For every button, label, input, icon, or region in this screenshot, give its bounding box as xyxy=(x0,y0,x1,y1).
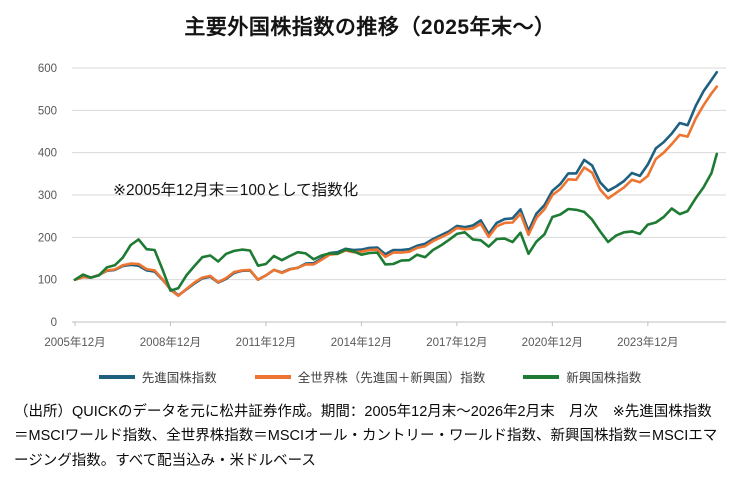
gridlines xyxy=(72,67,726,323)
y-tick-label: 0 xyxy=(51,317,57,329)
y-tick-label: 400 xyxy=(38,148,57,160)
legend-swatch xyxy=(98,374,135,379)
y-tick-label: 500 xyxy=(38,105,57,117)
legend-item: 全世界株（先進国＋新興国）指数 xyxy=(254,367,486,386)
y-tick-label: 100 xyxy=(38,275,57,287)
y-tick-label: 200 xyxy=(38,232,57,244)
chart-annotation: ※2005年12月末＝100として指数化 xyxy=(113,181,358,199)
x-tick-label: 2014年12月 xyxy=(331,335,392,349)
series-line xyxy=(73,152,719,292)
legend-item: 新興国株指数 xyxy=(523,367,641,386)
x-tick-label: 2017年12月 xyxy=(426,335,487,349)
legend-label: 全世界株（先進国＋新興国）指数 xyxy=(297,371,486,385)
legend-label: 先進国株指数 xyxy=(141,371,217,385)
series-lines xyxy=(73,70,719,298)
series-line xyxy=(73,85,719,298)
legend-swatch xyxy=(523,374,560,379)
x-tick-label: 2020年12月 xyxy=(522,335,583,349)
x-tick-label: 2008年12月 xyxy=(140,335,201,349)
y-tick-label: 600 xyxy=(38,63,57,75)
legend-swatch xyxy=(254,374,291,379)
y-tick-label: 300 xyxy=(38,190,57,202)
index-chart: 0 100 200 300 400 500 600 2005年12月 2008年12月 2011年… xyxy=(38,63,726,349)
x-tick-label: 2005年12月 xyxy=(44,335,105,349)
chart-legend: 先進国株指数 全世界株（先進国＋新興国）指数 新興国株指数 xyxy=(0,367,740,386)
axis-tick-labels: 0 100 200 300 400 500 600 2005年12月 2008年12月 2011年… xyxy=(38,63,679,349)
source-note: （出所）QUICKのデータを元に松井証券作成。期間：2005年12月末～2026… xyxy=(14,404,718,469)
legend-item: 先進国株指数 xyxy=(98,367,217,386)
x-tick-label: 2023年12月 xyxy=(617,335,678,349)
legend-label: 新興国株指数 xyxy=(566,371,642,385)
x-tick-label: 2011年12月 xyxy=(236,335,297,349)
x-axis xyxy=(72,321,726,326)
page-title: 主要外国株指数の推移（2025年末～） xyxy=(184,16,556,39)
